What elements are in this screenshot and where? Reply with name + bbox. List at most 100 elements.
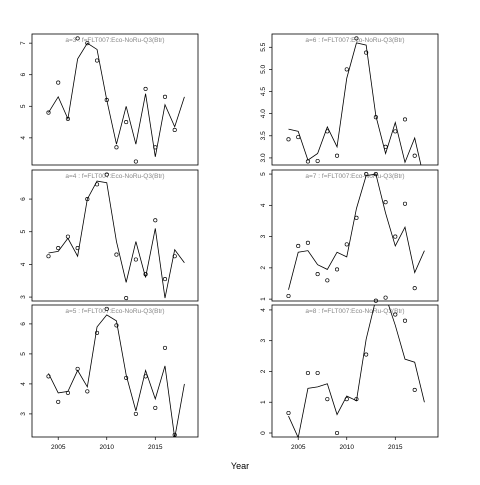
observed-point [162, 345, 168, 350]
observed-point [315, 158, 320, 164]
fitted-line [288, 42, 422, 165]
observed-point [383, 144, 388, 149]
y-tick-label: 5 [260, 172, 267, 176]
panel-frame [31, 169, 199, 302]
observed-point [75, 366, 80, 371]
observed-point [373, 172, 378, 177]
observed-point [373, 298, 378, 303]
y-tick-label: 6 [20, 197, 27, 201]
observed-point [305, 159, 310, 164]
observed-point [296, 135, 301, 140]
x-tick-label: 2005 [291, 444, 306, 451]
observed-point [46, 110, 51, 115]
panel-title: a=6 : f=FLT007:Eco-NoRu-Q3(Btr) [305, 37, 404, 44]
observed-point [393, 234, 398, 239]
y-tick-label: 5 [20, 104, 27, 108]
observed-point [162, 277, 168, 282]
observed-point [94, 58, 100, 63]
observed-point [286, 293, 291, 299]
observed-point [143, 86, 148, 91]
observed-point [383, 200, 388, 205]
observed-point [383, 295, 388, 300]
observed-point [133, 411, 138, 416]
x-tick-label: 2015 [388, 444, 403, 451]
observed-point [46, 374, 51, 379]
y-tick-label: 6 [20, 322, 27, 326]
y-tick-label: 3 [20, 412, 27, 416]
observed-point [305, 370, 310, 376]
y-tick-label: 4 [20, 136, 27, 140]
y-tick-label: 4.5 [260, 87, 267, 96]
observed-point [133, 159, 138, 164]
panel-frame [31, 304, 199, 438]
observed-point [143, 272, 148, 277]
observed-point [172, 254, 177, 259]
observed-point [344, 242, 349, 247]
fitted-line [48, 42, 185, 157]
panel-frame [31, 33, 199, 166]
y-tick-label: 5.0 [260, 65, 267, 74]
observed-point [412, 153, 417, 158]
y-tick-label: 3.0 [260, 153, 267, 162]
y-tick-label: 7 [20, 41, 27, 45]
y-tick-label: 4 [20, 382, 27, 386]
observed-point [354, 36, 359, 41]
observed-point [162, 94, 168, 99]
fitted-line [48, 180, 185, 299]
observed-point [124, 296, 129, 301]
observed-point [364, 50, 369, 55]
observed-point [393, 129, 398, 134]
y-tick-label: 2 [260, 369, 267, 373]
observed-point [354, 215, 359, 220]
observed-point [94, 330, 100, 335]
y-tick-label: 3 [260, 234, 267, 238]
panel-title: a=3 : f=FLT007:Eco-NoRu-Q3(Btr) [65, 37, 164, 44]
observed-point [65, 116, 70, 121]
panel-frame [271, 33, 439, 166]
observed-point [315, 272, 320, 277]
observed-point [85, 197, 90, 202]
observed-point [94, 182, 100, 187]
y-tick-label: 1 [260, 400, 267, 404]
observed-point [114, 145, 119, 150]
observed-point [104, 306, 109, 311]
observed-point [153, 405, 158, 410]
observed-point [402, 201, 408, 206]
observed-point [143, 374, 148, 379]
observed-point [334, 430, 340, 436]
x-tick-label: 2010 [340, 444, 355, 451]
y-tick-label: 2 [260, 266, 267, 270]
panel: a=4 : f=FLT007:Eco-NoRu-Q3(Btr) 3 4 5 6 [20, 169, 199, 302]
panel: a=3 : f=FLT007:Eco-NoRu-Q3(Btr) 4 5 6 7 [20, 33, 199, 166]
observed-point [325, 129, 330, 134]
fitted-line [288, 173, 425, 290]
x-axis-label: Year [231, 461, 249, 471]
y-tick-label: 4 [20, 262, 27, 266]
observed-point [65, 234, 70, 239]
panel: a=5 : f=FLT007:Eco-NoRu-Q3(Btr) 3 4 5 6 2005 2… [20, 304, 199, 451]
observed-point [393, 312, 398, 317]
panel-title: a=4 : f=FLT007:Eco-NoRu-Q3(Btr) [65, 173, 164, 180]
y-tick-label: 6 [20, 73, 27, 77]
panel-title: a=7 : f=FLT007:Eco-NoRu-Q3(Btr) [305, 173, 404, 180]
observed-point [354, 397, 359, 402]
observed-point [402, 318, 408, 323]
observed-point [104, 172, 109, 177]
panel-frame [271, 169, 439, 302]
y-tick-label: 3 [20, 295, 27, 299]
panel-title: a=5 : f=FLT007:Eco-NoRu-Q3(Btr) [65, 308, 164, 315]
observed-point [133, 257, 138, 262]
y-tick-label: 3.5 [260, 131, 267, 140]
observed-point [153, 218, 158, 223]
observed-point [344, 67, 349, 72]
observed-point [56, 80, 61, 85]
x-tick-label: 2005 [51, 444, 66, 451]
y-tick-label: 4 [260, 308, 267, 312]
y-tick-label: 3 [260, 339, 267, 343]
observed-point [412, 286, 417, 291]
observed-point [124, 375, 129, 380]
observed-point [334, 153, 340, 158]
observed-point [344, 397, 349, 402]
x-tick-label: 2015 [148, 444, 163, 451]
observed-point [56, 246, 61, 251]
